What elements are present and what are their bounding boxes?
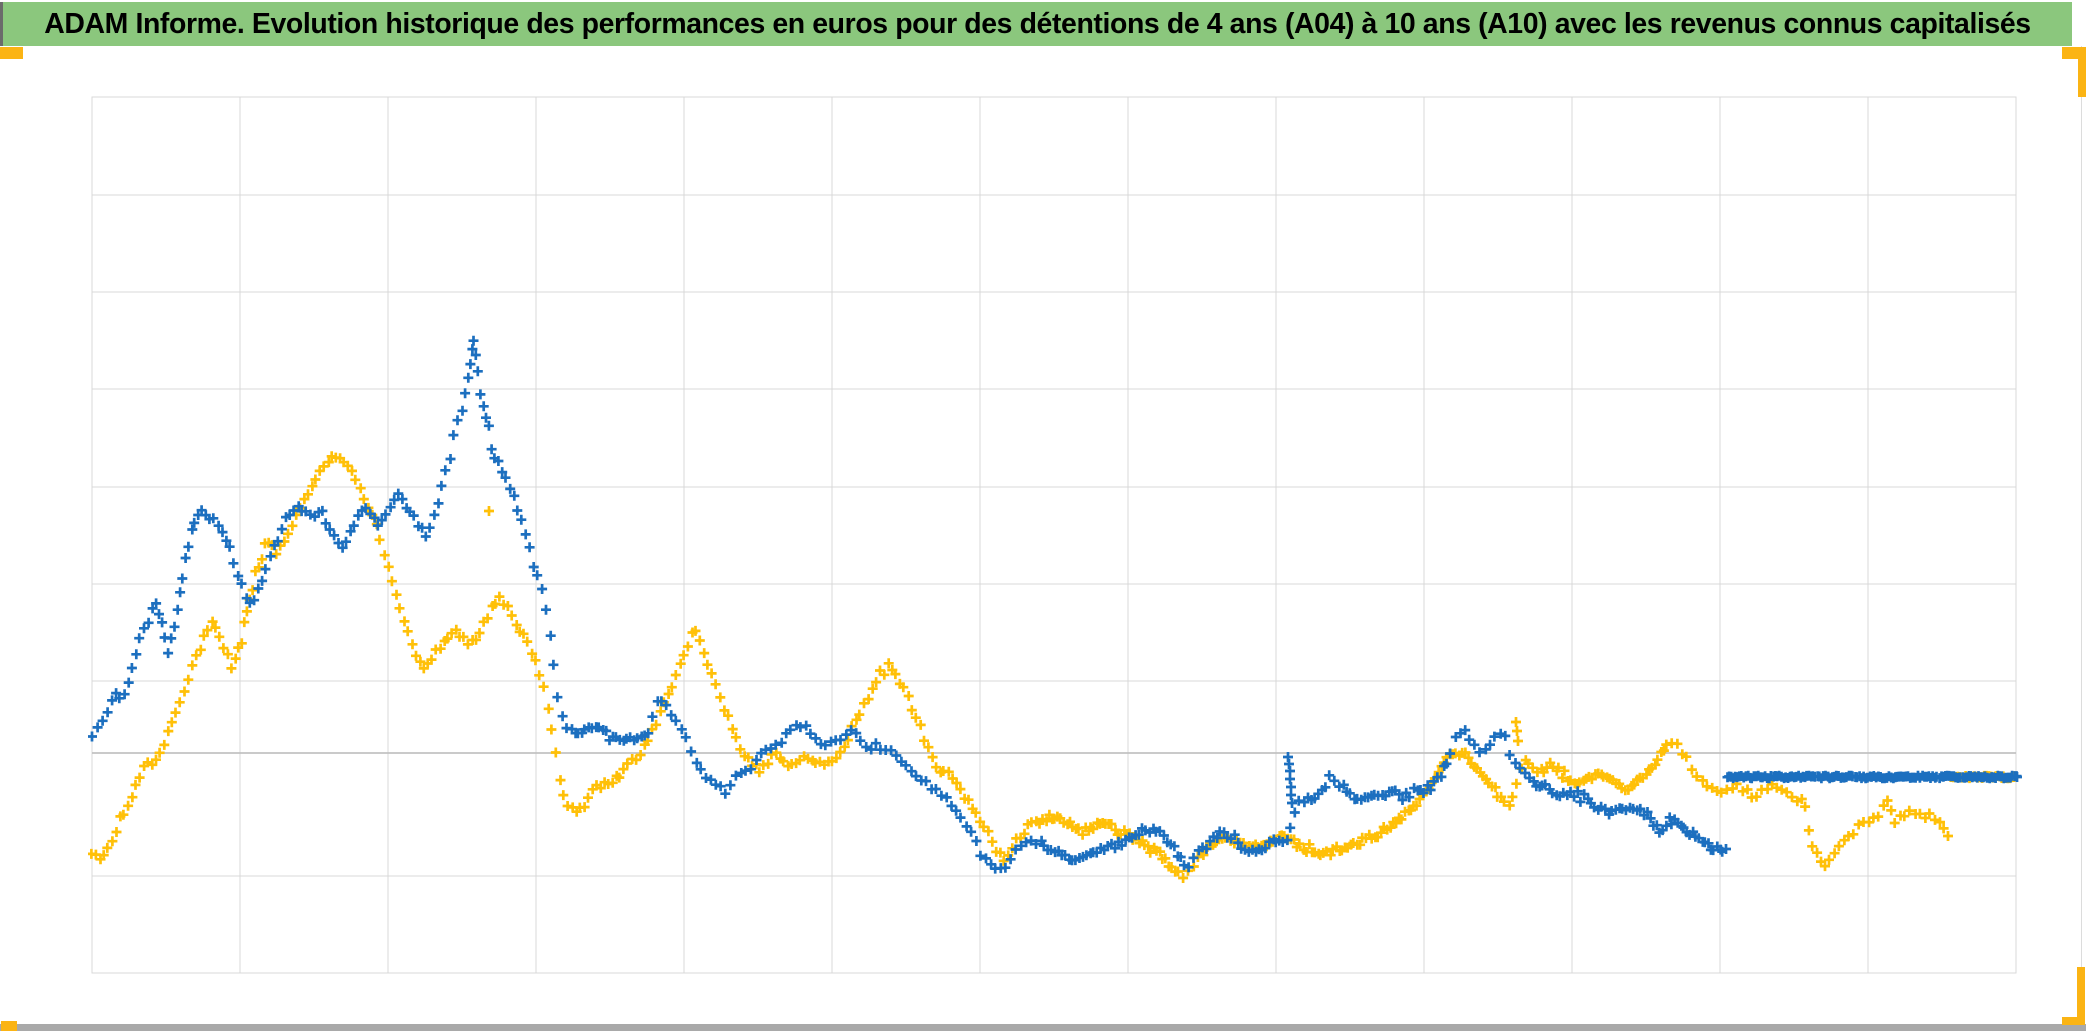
- capture-corner-bottom-right-arm: [2077, 967, 2085, 1024]
- blue-plus-series[interactable]: [87, 335, 2022, 874]
- chart-title-bar[interactable]: ADAM Informe. Evolution historique des p…: [2, 2, 2072, 46]
- window-edge: [0, 2, 3, 46]
- window-right-border: [2081, 46, 2082, 1024]
- capture-corner-top-left: [0, 47, 23, 59]
- bottom-status-bar: [0, 1024, 2086, 1031]
- capture-corner-bottom-right: [2062, 1017, 2085, 1025]
- capture-corner-top-right-arm: [2078, 47, 2086, 97]
- chart-title: ADAM Informe. Evolution historique des p…: [43, 7, 2031, 40]
- plot-area-border: [91, 96, 2017, 974]
- capture-corner-bottom-left: [1, 1021, 17, 1031]
- yellow-plus-series[interactable]: [86, 451, 2019, 883]
